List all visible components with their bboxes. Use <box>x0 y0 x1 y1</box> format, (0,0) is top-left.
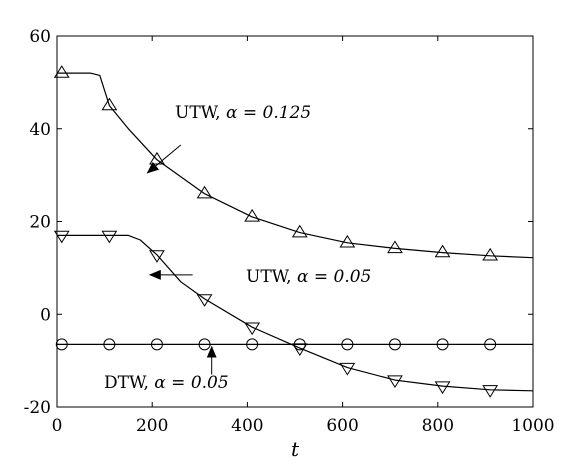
triangle-down-marker <box>244 322 261 336</box>
triangle-up-marker <box>244 208 261 222</box>
y-tick-label: 60 <box>29 27 51 47</box>
y-tick-label: 0 <box>40 305 51 325</box>
triangle-up-marker <box>339 234 356 248</box>
circle-marker <box>436 338 449 351</box>
series-1 <box>53 65 534 261</box>
series-line <box>57 72 534 259</box>
series-line <box>57 234 534 392</box>
triangle-up-marker <box>196 185 213 199</box>
annotation-dtw-005-label: DTW, α = 0.05 <box>104 373 229 393</box>
triangle-up-marker <box>53 65 70 78</box>
triangle-down-marker <box>339 362 356 376</box>
triangle-down-marker <box>196 294 213 307</box>
x-tick-label: 800 <box>422 416 454 436</box>
circle-marker <box>388 338 401 351</box>
circle-marker <box>293 338 306 351</box>
x-tick-label: 200 <box>136 416 168 436</box>
x-tick-label: 600 <box>326 416 358 436</box>
x-tick-label: 400 <box>231 416 263 436</box>
circle-marker <box>246 338 259 351</box>
series-2 <box>53 230 534 398</box>
x-tick-label: 1000 <box>511 416 554 436</box>
annotation-utw-0125-arrow <box>146 144 182 174</box>
series-group <box>53 65 534 398</box>
circle-marker <box>103 338 116 351</box>
triangle-down-marker <box>101 230 118 244</box>
triangle-down-marker <box>482 385 499 398</box>
annotations: UTW, α = 0.125 UTW, α = 0.05 DTW, α = 0.05 <box>104 103 371 393</box>
y-tick-label: 20 <box>29 213 51 233</box>
triangle-down-marker <box>434 381 451 395</box>
triangle-down-marker <box>149 250 165 263</box>
annotation-utw-005-label: UTW, α = 0.05 <box>246 267 371 287</box>
plot-frame <box>56 35 534 408</box>
annotation-utw-0125-label: UTW, α = 0.125 <box>175 103 311 123</box>
triangle-down-marker <box>53 230 70 244</box>
triangle-up-marker <box>482 247 499 261</box>
y-tick-label: 40 <box>29 120 51 140</box>
x-axis-title: t <box>291 437 300 461</box>
circle-marker <box>484 338 497 351</box>
series-3 <box>55 338 533 351</box>
triangle-up-marker <box>291 224 308 238</box>
triangle-up-marker <box>434 244 451 258</box>
y-tick-label: -20 <box>24 398 51 418</box>
triangle-down-marker <box>387 375 403 389</box>
x-tick-label: 0 <box>52 416 63 436</box>
circle-marker <box>198 338 211 351</box>
circle-marker <box>150 338 163 351</box>
circle-marker <box>341 338 354 351</box>
circle-marker <box>55 338 68 351</box>
triangle-up-marker <box>101 97 118 111</box>
triangle-up-marker <box>387 240 403 254</box>
